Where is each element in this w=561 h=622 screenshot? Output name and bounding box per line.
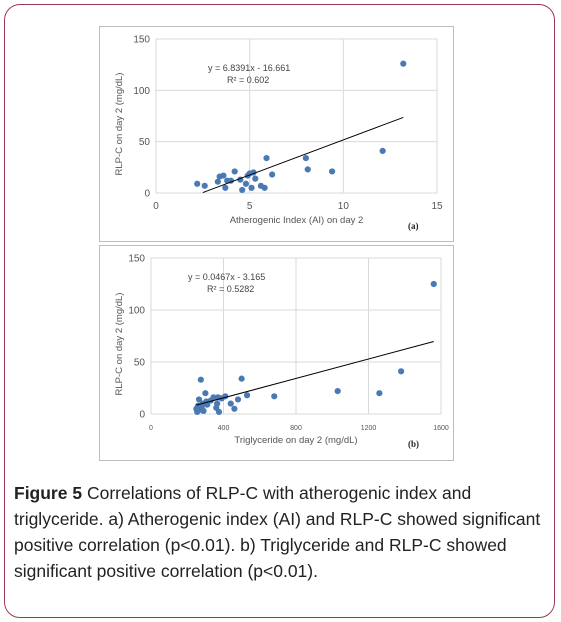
data-point xyxy=(195,396,203,403)
y-tick-label: 0 xyxy=(139,410,145,421)
data-point xyxy=(269,171,276,178)
data-point xyxy=(334,388,341,395)
x-tick-label: 0 xyxy=(153,201,159,212)
x-tick-label: 800 xyxy=(290,425,302,432)
data-point xyxy=(271,393,278,400)
chart-panel-a: 0 50 100 150 0 5 10 15 y = 6.8391x - 16.661 R² = … xyxy=(99,26,454,242)
data-point xyxy=(200,407,207,414)
x-tick-label: 1600 xyxy=(433,425,449,432)
data-point xyxy=(239,186,246,194)
regression-equation: y = 0.0467x - 3.165 xyxy=(188,272,265,282)
data-point xyxy=(263,154,270,162)
scatter-chart-a: 0 50 100 150 0 5 10 15 y = 6.8391x - 16.661 R² = … xyxy=(114,35,443,232)
panel-tag-label: (a) xyxy=(408,221,419,231)
data-point xyxy=(304,166,311,173)
y-tick-label: 100 xyxy=(128,306,145,317)
data-point xyxy=(400,60,407,67)
x-tick-label: 5 xyxy=(247,201,253,212)
y-tick-label: 50 xyxy=(139,137,151,148)
y-tick-label: 100 xyxy=(133,86,150,97)
data-point xyxy=(202,390,209,397)
data-point xyxy=(197,376,204,383)
y-tick-label: 0 xyxy=(144,189,150,200)
y-tick-label: 150 xyxy=(133,35,150,46)
data-point xyxy=(238,375,245,382)
data-point xyxy=(234,396,242,403)
data-point xyxy=(222,184,229,191)
data-point xyxy=(252,175,259,182)
x-axis-label: Atherogenic Index (AI) on day 2 xyxy=(230,215,364,226)
y-tick-label: 150 xyxy=(128,254,145,265)
scatter-chart-b: 0 50 100 150 0 400 800 1200 1600 y = 0.0467x - 3.… xyxy=(114,254,449,450)
regression-equation: y = 6.8391x - 16.661 xyxy=(208,63,290,73)
x-axis-label: Triglyceride on day 2 (mg/dL) xyxy=(234,435,357,446)
chart-panel-b: 0 50 100 150 0 400 800 1200 1600 y = 0.0467x - 3.… xyxy=(99,245,454,461)
y-axis-label: RLP-C on day 2 (mg/dL) xyxy=(114,293,125,396)
data-point xyxy=(376,390,383,397)
data-point xyxy=(243,392,251,399)
data-point xyxy=(201,182,208,189)
data-point xyxy=(231,405,238,412)
y-axis-label: RLP-C on day 2 (mg/dL) xyxy=(114,73,125,176)
data-point xyxy=(214,400,221,407)
trend-line xyxy=(202,116,404,194)
y-tick-label: 50 xyxy=(134,358,146,369)
x-tick-label: 0 xyxy=(149,425,153,432)
data-point xyxy=(194,180,201,187)
data-point xyxy=(302,154,309,162)
x-tick-label: 1200 xyxy=(361,425,377,432)
data-point xyxy=(379,147,386,155)
data-point xyxy=(248,184,255,191)
data-point xyxy=(430,280,437,288)
panel-tag-label: (b) xyxy=(408,439,419,449)
data-point xyxy=(242,180,250,187)
data-point xyxy=(328,168,336,175)
data-point xyxy=(215,408,223,416)
caption-label: Figure 5 xyxy=(14,483,83,503)
data-point xyxy=(398,368,405,375)
r-squared-label: R² = 0.602 xyxy=(227,75,269,85)
r-squared-label: R² = 0.5282 xyxy=(207,284,254,294)
x-tick-label: 400 xyxy=(218,425,230,432)
figure-caption: Figure 5 Correlations of RLP-C with athe… xyxy=(14,480,544,584)
caption-text: Correlations of RLP-C with atherogenic i… xyxy=(14,483,541,581)
data-point xyxy=(227,400,234,407)
data-point xyxy=(261,184,268,191)
data-point xyxy=(214,178,221,185)
data-point xyxy=(210,394,217,401)
x-tick-label: 10 xyxy=(338,201,350,212)
data-point xyxy=(231,168,238,175)
data-point xyxy=(220,172,227,179)
x-tick-label: 15 xyxy=(431,201,443,212)
trend-line xyxy=(196,341,434,406)
